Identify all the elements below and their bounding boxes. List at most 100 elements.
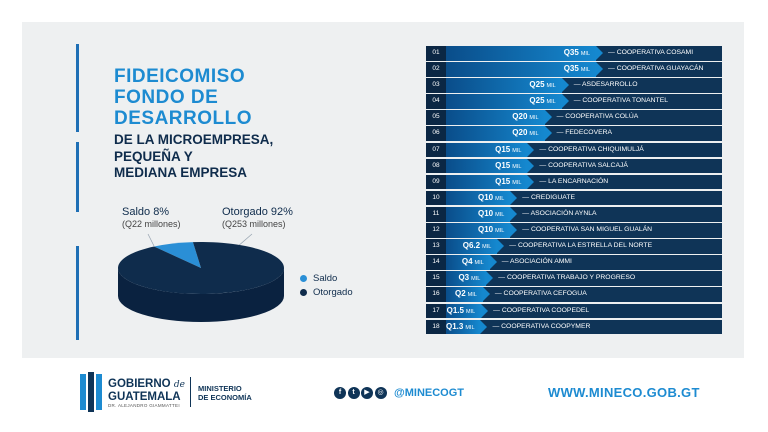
amount-unit: MIL: [471, 276, 481, 283]
amount-bar: [446, 62, 603, 77]
accent-bar-bottom: [76, 246, 79, 340]
row-number: 07: [426, 142, 446, 158]
amount-value: Q2: [455, 289, 466, 299]
amount-bar: [446, 126, 552, 142]
title-line-1: FIDEICOMISO: [114, 66, 246, 87]
amount-value: Q10: [477, 208, 494, 218]
table-row: 07Q15MILCOOPERATIVA CHIQUIMULJÁ: [426, 142, 722, 158]
saldo-leader-line: [147, 233, 155, 247]
otorgado-percent: Otorgado 92%: [222, 206, 293, 218]
beneficiary-name: COOPERATIVA TRABAJO Y PROGRESO: [498, 271, 635, 286]
page-subtitle: DE LA MICROEMPRESA, PEQUEÑA Y MEDIANA EM…: [114, 132, 273, 182]
amount-value: Q35: [563, 48, 579, 57]
row-number: 17: [426, 303, 446, 319]
table-row: 14Q4MILASOCIACIÓN AMMI: [426, 255, 722, 270]
otorgado-label: Otorgado 92% (Q253 millones): [222, 206, 293, 230]
amount-bar: [446, 206, 518, 222]
instagram-icon[interactable]: ◎: [374, 387, 387, 399]
beneficiary-name: COOPERATIVA COSAMI: [608, 46, 693, 61]
amount-bar: [446, 78, 569, 93]
beneficiary-name: COOPERATIVA SALCAJÁ: [539, 159, 628, 174]
saldo-percent: Saldo 8%: [122, 206, 170, 218]
amount-unit: MIL: [546, 83, 556, 90]
amount-label: Q3 MIL: [446, 271, 480, 286]
table-row: 06Q20MILFEDECOVERA: [426, 126, 722, 142]
amount-value: Q1.3: [446, 321, 464, 331]
youtube-icon[interactable]: ▶: [361, 387, 373, 399]
amount-value: Q15: [495, 144, 511, 154]
table-row: 10Q10MILCREDIGUATE: [426, 190, 722, 206]
beneficiary-name: ASDESARROLLO: [574, 78, 638, 93]
amount-bar: [446, 142, 535, 158]
amount-value: Q25: [529, 96, 545, 106]
amount-bar: [446, 271, 494, 286]
amount-unit: MIL: [495, 228, 505, 235]
saldo-swatch: [300, 275, 307, 282]
social-handle[interactable]: @MINECOGT: [394, 387, 465, 399]
row-number: 11: [426, 206, 446, 222]
saldo-amount: (Q22 millones): [122, 219, 181, 229]
beneficiary-name: ASOCIACIÓN AYNLA: [522, 207, 597, 222]
table-row: 01Q35MILCOOPERATIVA COSAMI: [426, 46, 722, 61]
table-row: 09Q15MILLA ENCARNACIÓN: [426, 174, 722, 190]
amount-label: Q20 MIL: [446, 110, 538, 125]
legend-otorgado-label: Otorgado: [313, 287, 353, 298]
beneficiary-name: COOPERATIVA CEFOGUA: [495, 287, 587, 302]
gob-de: de: [173, 380, 185, 390]
amount-value: Q6.2: [462, 241, 481, 251]
amount-unit: MIL: [512, 179, 522, 186]
social-icons: f t ▶ ◎: [334, 387, 387, 399]
amount-unit: MIL: [465, 324, 475, 331]
page-title: FIDEICOMISO FONDO DE DESARROLLO: [114, 66, 252, 129]
pie-depth: [118, 268, 284, 322]
title-line-3: DESARROLLO: [114, 108, 252, 129]
row-number: 08: [426, 158, 446, 174]
footer-divider: [190, 377, 191, 407]
amount-bar: [446, 190, 518, 206]
amount-bar: [446, 319, 489, 335]
beneficiary-name: COOPERATIVA SAN MIGUEL GUALÁN: [522, 223, 652, 238]
beneficiary-name: COOPERATIVA GUAYACÁN: [608, 62, 704, 77]
row-number: 14: [426, 255, 446, 270]
row-number: 12: [426, 223, 446, 238]
legend-otorgado: Otorgado: [300, 287, 353, 298]
amount-label: Q15 MIL: [446, 143, 521, 158]
row-number: 04: [426, 94, 446, 109]
amount-label: Q15 MIL: [446, 159, 521, 174]
website-link[interactable]: WWW.MINECO.GOB.GT: [548, 385, 700, 400]
row-number: 02: [426, 62, 446, 77]
accent-bar-top: [76, 44, 79, 132]
beneficiary-name: FEDECOVERA: [557, 126, 612, 141]
ministry-line-2: DE ECONOMÍA: [198, 393, 252, 402]
row-number: 18: [426, 319, 446, 335]
amount-label: Q35 MIL: [446, 46, 590, 61]
amount-unit: MIL: [474, 260, 484, 267]
facebook-icon[interactable]: f: [334, 387, 346, 399]
amount-bar: [446, 239, 505, 254]
twitter-icon[interactable]: t: [347, 387, 360, 399]
amount-bar: [446, 255, 497, 270]
row-number: 15: [426, 271, 446, 286]
row-number: 10: [426, 190, 446, 206]
amount-label: Q35 MIL: [446, 62, 590, 77]
amount-unit: MIL: [495, 195, 505, 202]
government-name: GOBIERNO de GUATEMALA: [108, 378, 185, 403]
amount-value: Q3: [458, 273, 470, 283]
pie-slice-saldo: [154, 242, 201, 268]
amount-bar: [446, 174, 535, 190]
amount-value: Q10: [477, 192, 494, 202]
amount-label: Q1.5 MIL: [446, 304, 476, 319]
otorgado-amount: (Q253 millones): [222, 219, 286, 229]
beneficiary-name: COOPERATIVA COLÚA: [557, 110, 638, 125]
ministry-name: MINISTERIO DE ECONOMÍA: [198, 384, 252, 402]
gob-line-2: GUATEMALA: [108, 391, 181, 403]
otorgado-swatch: [300, 289, 307, 296]
amount-label: Q10 MIL: [446, 223, 504, 238]
beneficiary-name: COOPERATIVA TONANTEL: [574, 94, 668, 109]
beneficiary-name: COOPERATIVA COOPEDEL: [493, 304, 589, 319]
